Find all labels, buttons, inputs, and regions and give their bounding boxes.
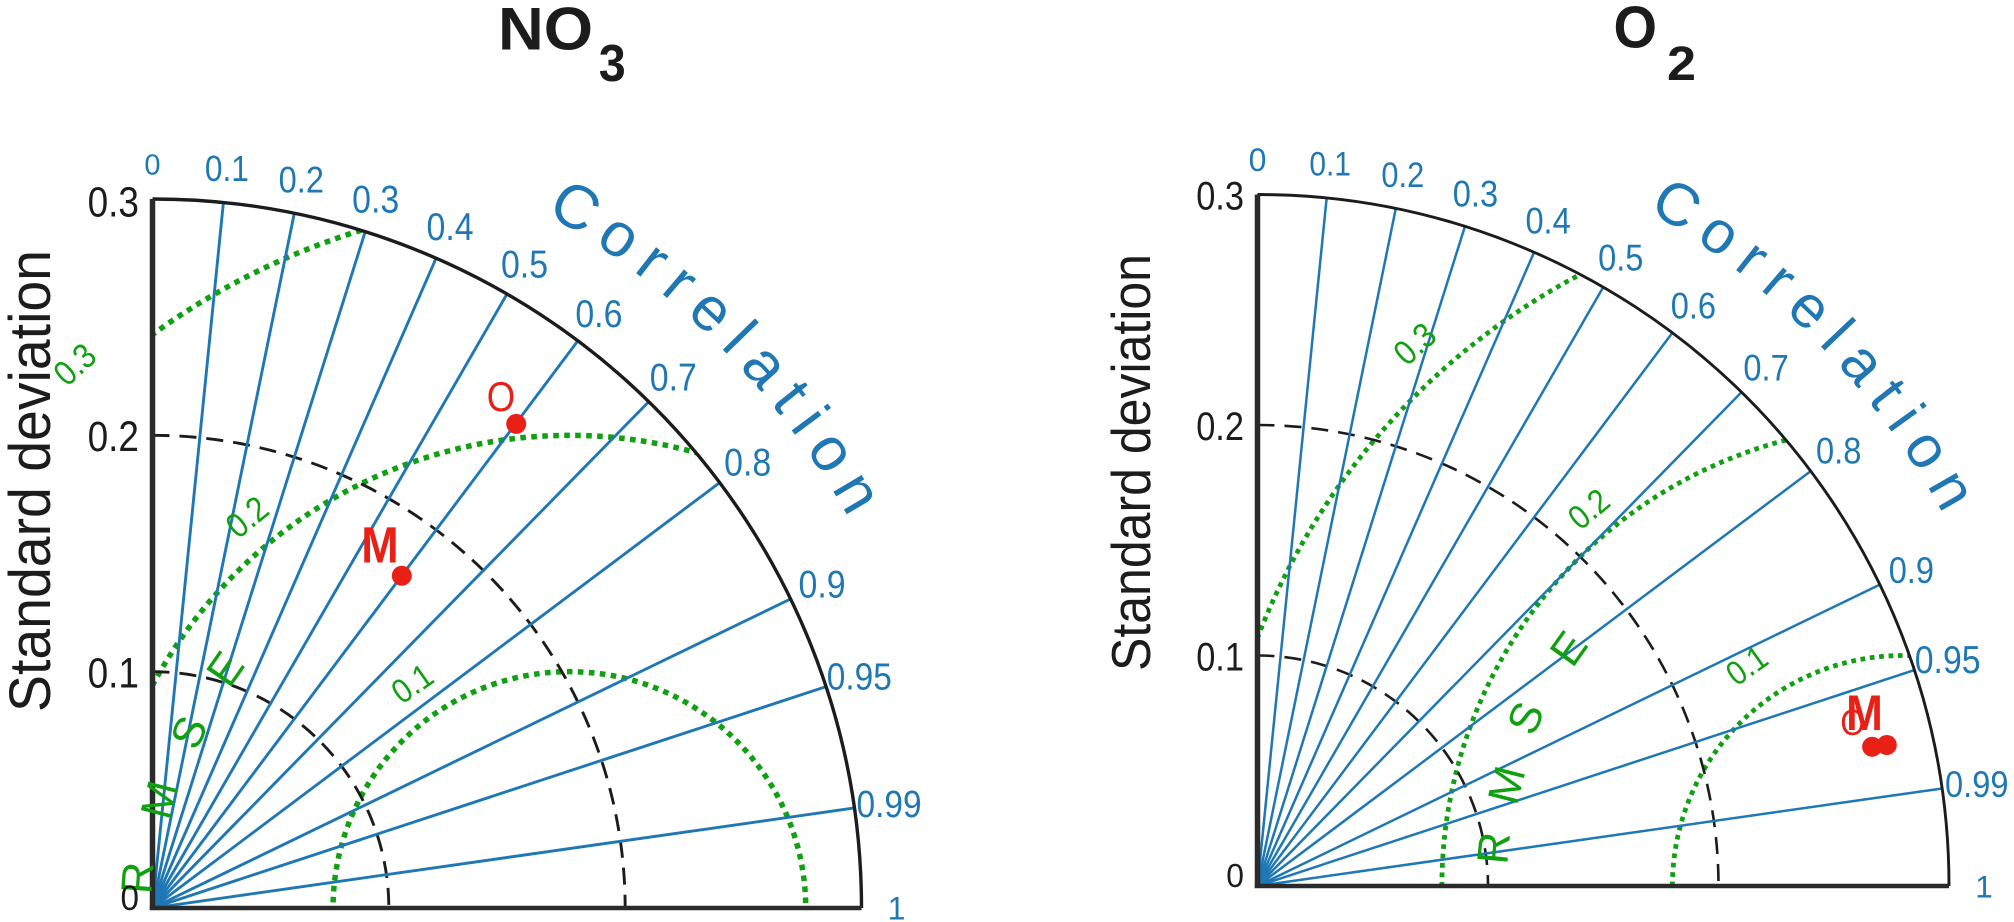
svg-text:Standard deviation: Standard deviation (0, 250, 63, 712)
svg-text:0.4: 0.4 (427, 206, 474, 249)
svg-text:0.5: 0.5 (1598, 237, 1643, 278)
svg-text:R: R (1468, 830, 1520, 866)
svg-text:1: 1 (888, 891, 906, 922)
svg-text:0.3: 0.3 (1196, 175, 1244, 219)
svg-text:NO: NO (498, 0, 593, 63)
svg-text:1: 1 (1975, 868, 1993, 904)
svg-text:0.8: 0.8 (724, 442, 771, 485)
svg-text:0.6: 0.6 (575, 293, 622, 336)
svg-text:0: 0 (144, 150, 160, 182)
svg-text:0.3: 0.3 (1453, 173, 1498, 214)
svg-text:0.7: 0.7 (650, 357, 697, 400)
svg-text:R: R (112, 860, 163, 895)
svg-text:Standard deviation: Standard deviation (1100, 254, 1162, 671)
svg-text:0: 0 (1249, 142, 1267, 178)
svg-text:O: O (1614, 0, 1658, 61)
svg-text:0.1: 0.1 (205, 148, 249, 189)
svg-text:0.9: 0.9 (1889, 550, 1934, 591)
svg-text:3: 3 (599, 35, 626, 93)
svg-text:0.2: 0.2 (1381, 156, 1424, 195)
svg-text:0.1: 0.1 (1196, 635, 1244, 679)
svg-text:0.5: 0.5 (501, 244, 548, 287)
svg-text:O: O (487, 373, 515, 420)
svg-text:0.95: 0.95 (1915, 639, 1981, 682)
svg-text:0.3: 0.3 (352, 178, 399, 221)
svg-text:M: M (361, 517, 398, 574)
svg-text:M: M (1846, 685, 1883, 741)
svg-text:0.4: 0.4 (1525, 201, 1570, 242)
svg-text:2: 2 (1667, 38, 1696, 91)
svg-text:0.99: 0.99 (1945, 764, 2008, 805)
svg-text:0: 0 (1226, 858, 1244, 895)
svg-text:0.3: 0.3 (88, 178, 139, 226)
svg-text:0.2: 0.2 (279, 160, 324, 201)
svg-text:0.2: 0.2 (1196, 405, 1244, 449)
svg-text:O: O (1840, 702, 1865, 743)
svg-text:0.1: 0.1 (1309, 146, 1351, 184)
svg-text:0.1: 0.1 (88, 649, 139, 697)
svg-text:0.8: 0.8 (1816, 431, 1861, 472)
svg-text:0.6: 0.6 (1671, 285, 1716, 326)
svg-text:0.2: 0.2 (88, 413, 139, 461)
svg-text:0.7: 0.7 (1743, 348, 1788, 389)
svg-text:0.95: 0.95 (827, 657, 892, 699)
svg-text:0.9: 0.9 (799, 564, 846, 607)
svg-text:0.99: 0.99 (857, 784, 922, 826)
svg-text:0: 0 (121, 879, 140, 918)
